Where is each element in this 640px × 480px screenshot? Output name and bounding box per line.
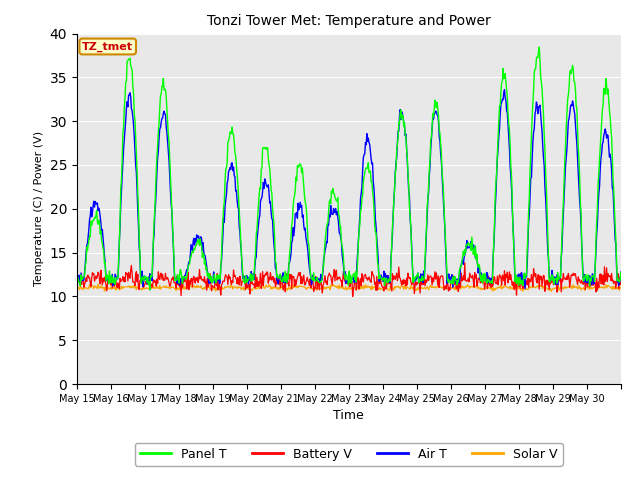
Battery V [349, 293, 356, 300]
Air T [617, 269, 625, 275]
Solar V [436, 284, 444, 290]
Panel T [137, 276, 145, 281]
Panel T [146, 287, 154, 293]
Solar V [237, 287, 245, 292]
Battery V [137, 277, 145, 283]
Solar V [617, 285, 625, 291]
Battery V [461, 260, 468, 265]
Air T [521, 286, 529, 291]
Air T [73, 274, 81, 279]
Panel T [436, 130, 444, 136]
Air T [264, 184, 271, 190]
Panel T [285, 264, 292, 269]
Title: Tonzi Tower Met: Temperature and Power: Tonzi Tower Met: Temperature and Power [207, 14, 491, 28]
Battery V [406, 276, 413, 281]
Air T [435, 134, 443, 140]
Solar V [406, 286, 413, 291]
Solar V [94, 281, 102, 287]
Line: Solar V: Solar V [77, 284, 621, 291]
Air T [137, 276, 145, 282]
Line: Panel T: Panel T [77, 47, 621, 290]
Battery V [264, 270, 271, 276]
Solar V [138, 286, 145, 292]
Panel T [237, 252, 245, 257]
Solar V [547, 288, 555, 294]
Panel T [264, 155, 272, 161]
Text: TZ_tmet: TZ_tmet [82, 41, 133, 52]
Panel T [617, 270, 625, 276]
Air T [500, 87, 508, 93]
Solar V [73, 286, 81, 291]
Battery V [237, 276, 244, 282]
Battery V [284, 280, 292, 286]
Line: Battery V: Battery V [77, 263, 621, 296]
Panel T [406, 204, 413, 210]
Line: Air T: Air T [77, 90, 621, 288]
Air T [237, 242, 244, 248]
Panel T [536, 44, 543, 50]
Panel T [73, 271, 81, 277]
Battery V [617, 279, 625, 285]
Battery V [436, 276, 444, 282]
Air T [405, 188, 413, 194]
Solar V [264, 284, 272, 289]
Air T [284, 272, 292, 278]
X-axis label: Time: Time [333, 409, 364, 422]
Y-axis label: Temperature (C) / Power (V): Temperature (C) / Power (V) [34, 131, 44, 287]
Legend: Panel T, Battery V, Air T, Solar V: Panel T, Battery V, Air T, Solar V [135, 443, 563, 466]
Battery V [73, 287, 81, 293]
Solar V [285, 285, 292, 290]
